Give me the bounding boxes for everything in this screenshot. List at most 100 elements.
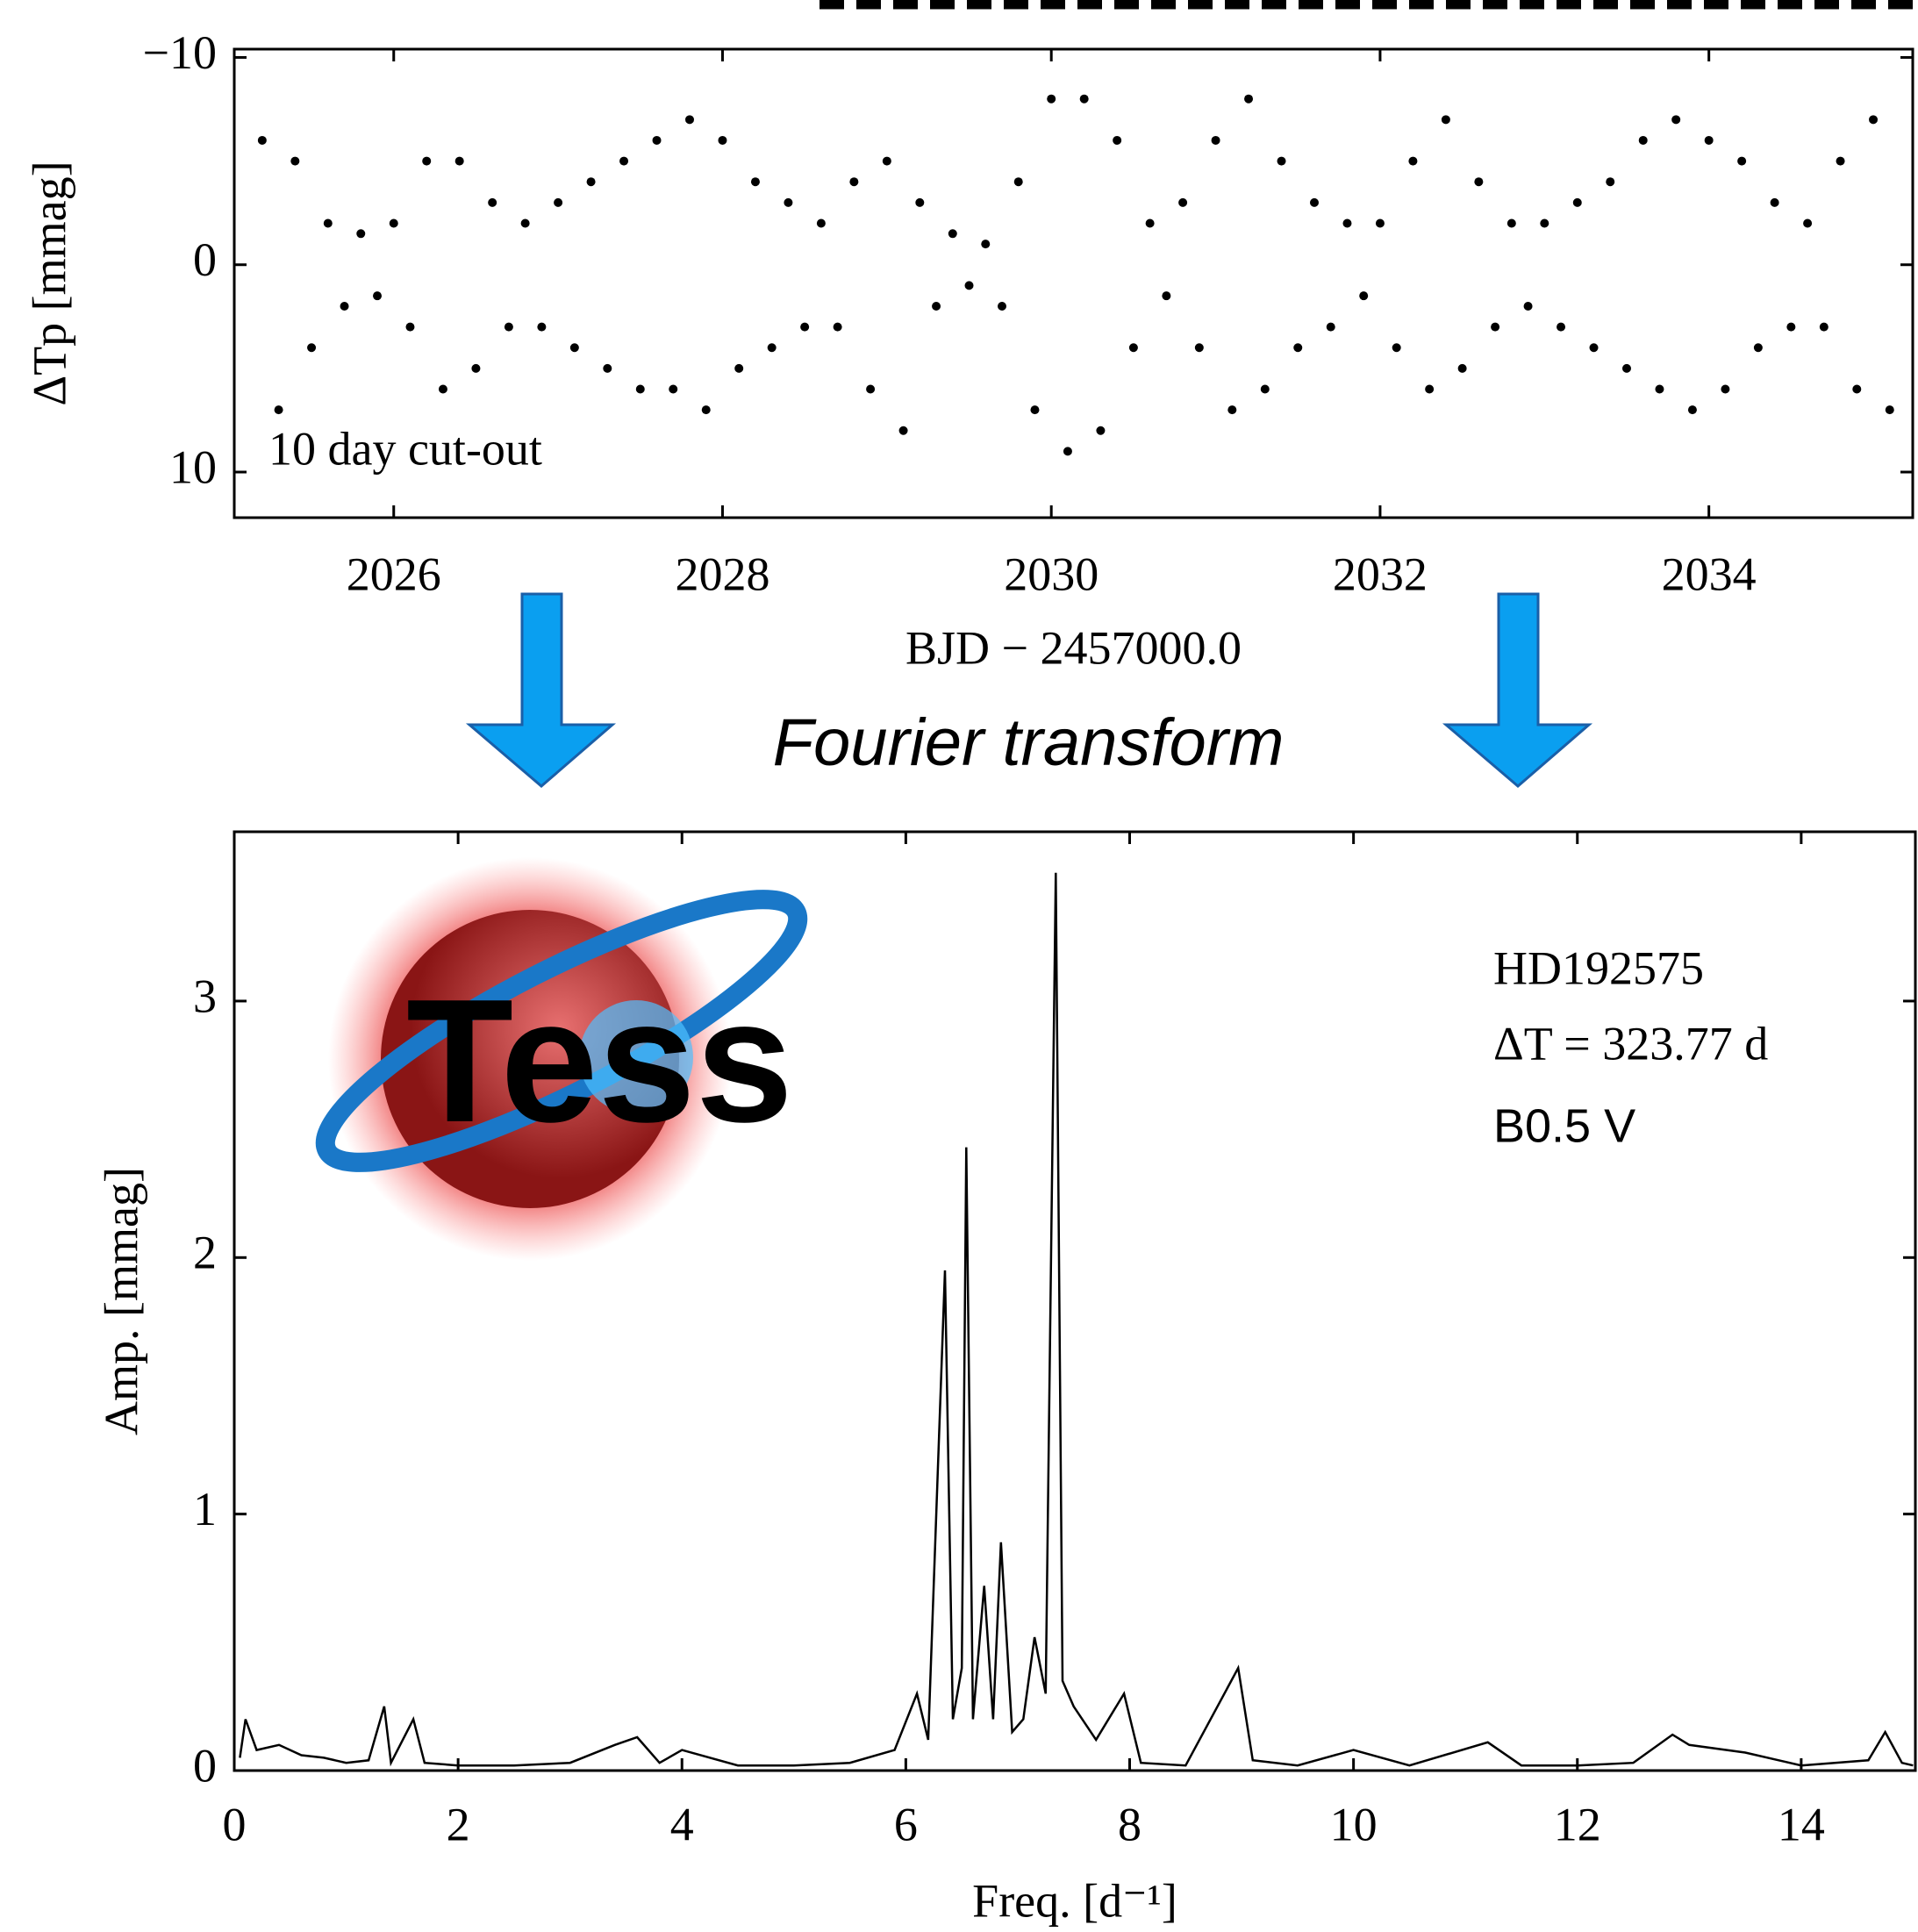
data-point	[685, 115, 695, 125]
data-point	[422, 156, 432, 166]
data-point	[800, 322, 810, 332]
x-tick-label: 14	[1778, 1798, 1825, 1850]
data-point	[619, 156, 629, 166]
logo-text: Tess	[406, 963, 793, 1159]
data-point	[1342, 218, 1352, 228]
data-point	[1047, 94, 1056, 104]
data-point	[1309, 197, 1319, 207]
chart-title: Fourier transform	[773, 705, 1285, 780]
data-point	[438, 384, 447, 394]
data-point	[1030, 405, 1040, 415]
plot-frame	[233, 47, 1914, 519]
data-point	[898, 426, 908, 435]
data-point	[1260, 384, 1270, 394]
data-point	[1523, 301, 1533, 311]
data-point	[1359, 291, 1369, 301]
data-point	[635, 384, 645, 394]
data-point	[323, 218, 333, 228]
data-point	[1803, 218, 1813, 228]
data-point	[1211, 135, 1220, 145]
y-tick-label: 10	[169, 440, 217, 493]
data-point	[734, 363, 744, 373]
data-point	[1671, 115, 1681, 125]
data-point	[537, 322, 547, 332]
data-point	[1491, 322, 1500, 332]
data-point	[816, 218, 826, 228]
x-tick-label: 2026	[347, 547, 441, 600]
data-point	[701, 405, 711, 415]
x-tick-label: 2030	[1004, 547, 1099, 600]
data-point	[1178, 197, 1188, 207]
annotation: ΔT = 323.77 d	[1493, 1017, 1768, 1070]
data-point	[586, 177, 596, 187]
data-point	[1819, 322, 1829, 332]
data-point	[1293, 343, 1303, 353]
data-point	[1753, 343, 1763, 353]
data-point	[833, 322, 842, 332]
y-tick-label: 1	[193, 1483, 217, 1535]
data-point	[1425, 384, 1435, 394]
x-tick-label: 6	[894, 1798, 918, 1850]
data-point	[1869, 115, 1879, 125]
y-axis-label: ΔTp [mmag]	[23, 161, 75, 405]
data-point	[882, 156, 891, 166]
data-point	[915, 197, 925, 207]
data-point	[554, 197, 563, 207]
annotation: 10 day cut-out	[268, 422, 542, 475]
data-point	[307, 343, 317, 353]
data-point	[767, 343, 777, 353]
data-point	[784, 197, 793, 207]
data-point	[1638, 135, 1648, 145]
data-point	[1408, 156, 1418, 166]
data-point	[1540, 218, 1549, 228]
data-point	[1721, 384, 1730, 394]
data-point	[1770, 197, 1779, 207]
data-point	[1145, 218, 1155, 228]
y-axis-label: Amp. [mmag]	[95, 1167, 147, 1435]
data-point	[1113, 135, 1122, 145]
x-tick-label: 2028	[675, 547, 769, 600]
data-point	[389, 218, 398, 228]
spectrum-line	[239, 872, 1914, 1767]
data-point	[1737, 156, 1747, 166]
data-point	[1013, 177, 1023, 187]
data-point	[1589, 343, 1599, 353]
y-tick-label: 2	[193, 1227, 217, 1279]
data-point	[1885, 405, 1894, 415]
x-axis-label: BJD − 2457000.0	[905, 621, 1242, 674]
data-point	[1162, 291, 1171, 301]
data-point	[1655, 384, 1664, 394]
data-point	[1194, 343, 1204, 353]
data-point	[718, 135, 727, 145]
data-point	[1572, 197, 1582, 207]
data-point	[488, 197, 497, 207]
y-tick-label: −10	[143, 26, 217, 79]
data-point	[1128, 343, 1138, 353]
y-tick-label: 0	[193, 1739, 217, 1792]
data-point	[1096, 426, 1106, 435]
data-point	[932, 301, 941, 311]
data-point	[1474, 177, 1484, 187]
x-tick-label: 12	[1554, 1798, 1601, 1850]
data-point	[1375, 218, 1385, 228]
data-point	[405, 322, 415, 332]
data-point	[1441, 115, 1450, 125]
data-point	[866, 384, 876, 394]
data-point	[520, 218, 530, 228]
data-point	[1326, 322, 1335, 332]
annotation: B0.5 V	[1493, 1099, 1635, 1152]
data-point	[669, 384, 678, 394]
data-point	[652, 135, 662, 145]
data-point	[290, 156, 300, 166]
x-tick-label: 8	[1118, 1798, 1141, 1850]
data-point	[981, 240, 991, 249]
data-point	[1063, 447, 1072, 456]
data-point	[1606, 177, 1615, 187]
data-point	[569, 343, 579, 353]
data-point	[1277, 156, 1286, 166]
data-point	[603, 363, 612, 373]
x-tick-label: 2034	[1662, 547, 1757, 600]
